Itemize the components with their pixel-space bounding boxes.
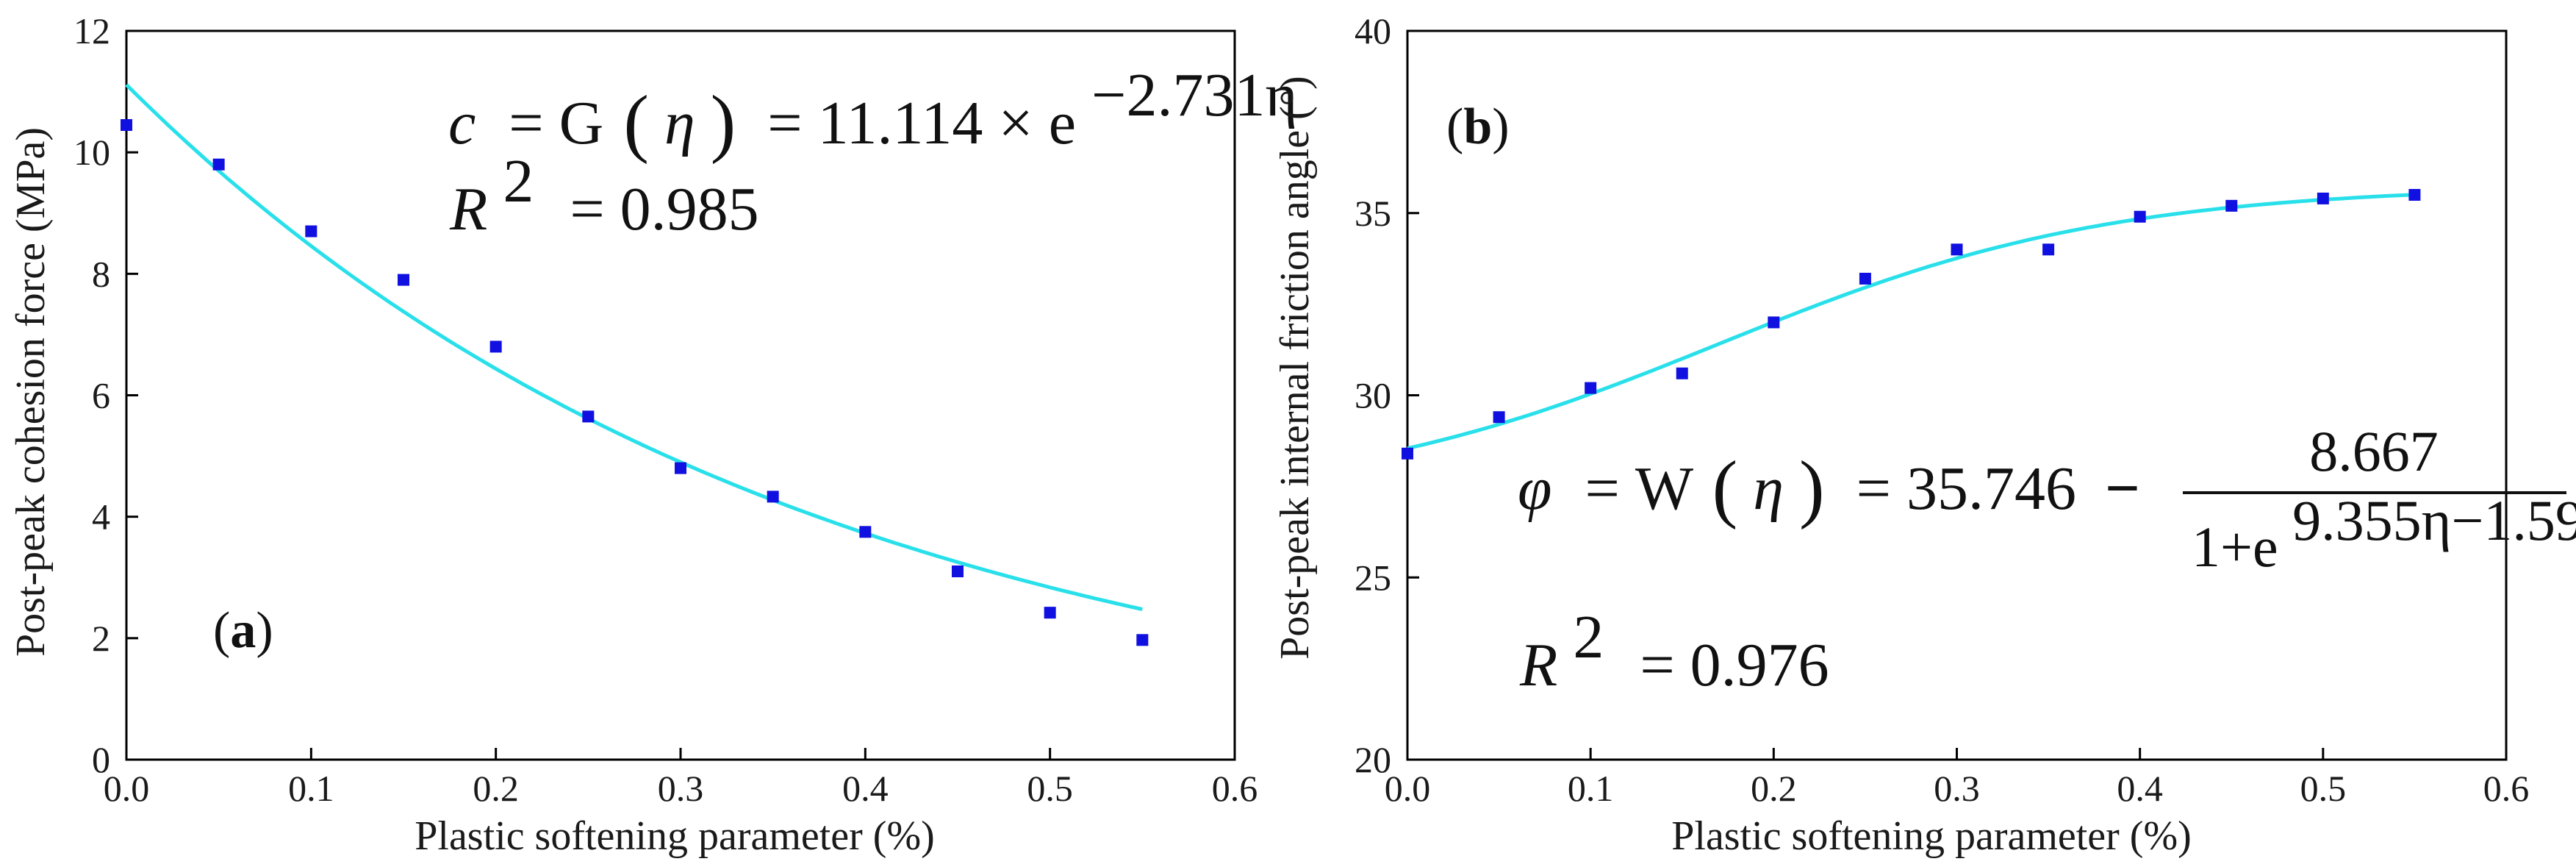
eq-b-lhs: φ [1518, 454, 1551, 523]
chart-b-data-point [2134, 210, 2146, 223]
eq-a-r-exp: 2 [503, 147, 534, 215]
chart-b-data-point [1768, 316, 1780, 329]
chart-a-ticks: 0.0 0.1 0.2 0.3 0.4 0.5 0.6 0 2 4 6 8 10 12 [73, 10, 1257, 809]
chart-a-xtick-label: 0.1 [288, 768, 334, 809]
chart-b-xlabel: Plastic softening parameter (%) [1671, 813, 2192, 859]
eq-b-den-exp: 9.355η−1.593 [2292, 488, 2576, 552]
chart-b-ytick-label: 30 [1355, 375, 1391, 416]
chart-b-data-point [1585, 382, 1597, 394]
eq-b-arg: η [1753, 454, 1784, 523]
chart-b-data-point [2317, 192, 2329, 204]
chart-b-ticks: 0.0 0.1 0.2 0.3 0.4 0.5 0.6 20 25 30 35 40 [1355, 10, 2529, 809]
chart-b-data-point [2225, 199, 2238, 212]
eq-b-eq: = W [1585, 454, 1693, 523]
chart-a-xtick-label: 0.2 [473, 768, 519, 809]
eq-a-exp: −2.731η [1091, 61, 1297, 129]
chart-a-data-point [489, 340, 502, 353]
chart-a-data-point [212, 158, 225, 171]
chart-a-data-point [675, 462, 686, 474]
chart-b-points [1402, 188, 2421, 460]
chart-a-data-point [582, 410, 595, 423]
eq-b-paren-close: ) [1799, 446, 1825, 530]
eq-b-paren-open: ( [1712, 446, 1738, 530]
eq-b-rhs: = 35.746 [1856, 454, 2076, 523]
chart-a-data-point [859, 526, 872, 538]
chart-a-xlabel: Plastic softening parameter (%) [415, 813, 935, 859]
chart-a-xtick-label: 0.4 [842, 768, 889, 809]
chart-b-data-point [2408, 188, 2421, 201]
chart-b-xtick-label: 0.2 [1751, 768, 1797, 809]
chart-b-frac-den: 1+e 9.355η−1.593 [2192, 488, 2576, 579]
chart-b-equation-line2: R 2 = 0.976 [1519, 603, 1829, 699]
eq-a-paren-open: ( [623, 80, 649, 165]
chart-b-ylabel: Post-peak internal friction angle (°) [1272, 76, 1318, 660]
chart-b-data-point [2042, 243, 2055, 256]
chart-a-data-point [1044, 607, 1056, 619]
chart-a-data-point [398, 274, 409, 286]
eq-a-lhs: c [448, 89, 476, 157]
chart-a-data-point [767, 490, 779, 503]
chart-a-ytick-label: 6 [92, 375, 110, 416]
eq-a-r-value: = 0.985 [570, 175, 758, 243]
chart-b-xtick-label: 0.4 [2117, 768, 2163, 809]
chart-a-ytick-label: 12 [73, 10, 110, 51]
chart-a-equation-line1: c = G ( η ) = 11.114 × e −2.731η [448, 61, 1297, 165]
chart-b: 0.0 0.1 0.2 0.3 0.4 0.5 0.6 20 25 30 35 40 Plastic … [1272, 10, 2576, 859]
chart-b-ytick-label: 40 [1355, 10, 1391, 51]
chart-a-ytick-label: 0 [92, 739, 110, 780]
chart-b-xtick-label: 0.1 [1568, 768, 1614, 809]
chart-a-ytick-label: 4 [92, 496, 110, 538]
eq-a-rhs: = 11.114 × e [767, 89, 1076, 157]
eq-b-den-base: 1+e [2192, 515, 2278, 579]
eq-a-paren-close: ) [711, 80, 736, 165]
chart-a-xtick-label: 0.3 [658, 768, 704, 809]
chart-b-frac-num: 8.667 [2309, 419, 2439, 483]
eq-a-r: R [449, 175, 487, 243]
chart-a-points [121, 119, 1149, 646]
chart-b-ytick-label: 35 [1355, 193, 1391, 234]
eq-b-minus: − [2105, 454, 2140, 523]
chart-a-ylabel: Post-peak cohesion force (MPa) [8, 127, 54, 657]
chart-a-ytick-label: 10 [73, 132, 110, 173]
chart-a-xtick-label: 0.6 [1212, 768, 1258, 809]
chart-b-data-point [1493, 411, 1505, 424]
chart-a-data-point [121, 119, 132, 132]
chart-a-xtick-label: 0.0 [104, 768, 150, 809]
chart-a-ytick-label: 2 [92, 618, 110, 659]
chart-a-ytick-label: 8 [92, 253, 110, 294]
chart-b-xtick-label: 0.5 [2300, 768, 2347, 809]
chart-b-data-point [1402, 447, 1413, 460]
chart-b-ytick-label: 25 [1355, 557, 1391, 598]
chart-a: 0.0 0.1 0.2 0.3 0.4 0.5 0.6 0 2 4 6 8 10 12 Plastic s… [8, 10, 1297, 859]
chart-b-data-point [1859, 272, 1871, 285]
chart-a-panel-label: (a) [213, 602, 273, 659]
chart-b-data-point [1676, 367, 1688, 379]
chart-b-xtick-label: 0.0 [1385, 768, 1431, 809]
eq-b-r-exp: 2 [1573, 603, 1604, 671]
chart-b-data-point [1951, 243, 1963, 256]
chart-a-data-point [305, 225, 317, 238]
eq-a-arg: η [664, 89, 695, 157]
chart-b-ytick-label: 20 [1355, 739, 1391, 780]
chart-b-xtick-label: 0.6 [2483, 768, 2530, 809]
eq-b-r-value: = 0.976 [1640, 631, 1829, 699]
eq-a-eq: = G [509, 89, 603, 157]
chart-a-data-point [952, 565, 964, 577]
chart-b-fit-curve [1407, 193, 2415, 451]
chart-b-equation-line1: φ = W ( η ) = 35.746 − [1518, 446, 2140, 530]
chart-a-equation-line2: R 2 = 0.985 [449, 147, 759, 243]
chart-a-data-point [1136, 634, 1149, 646]
chart-a-xtick-label: 0.5 [1027, 768, 1073, 809]
chart-a-fit-curve [125, 83, 1143, 612]
eq-b-r: R [1519, 631, 1557, 699]
chart-b-panel-label: (b) [1446, 99, 1510, 155]
chart-b-xtick-label: 0.3 [1934, 768, 1980, 809]
